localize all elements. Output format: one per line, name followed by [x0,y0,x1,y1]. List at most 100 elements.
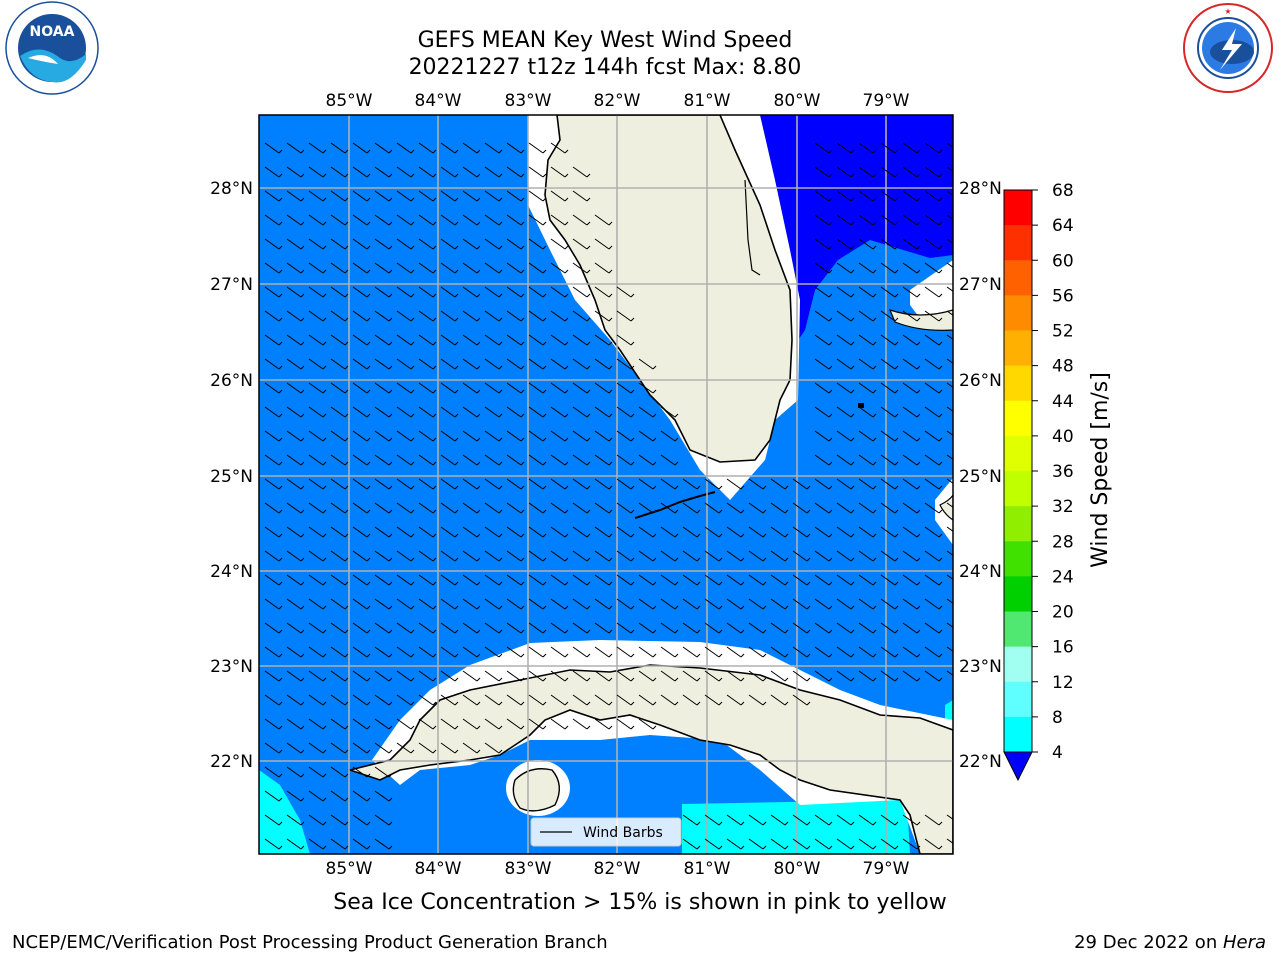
wind-barb [880,166,899,178]
wind-barb [484,262,503,274]
wind-barb [506,646,525,658]
wind-barb [946,286,953,292]
wind-barb [704,526,723,538]
wind-barb [264,718,283,730]
wind-barb [814,670,833,682]
wind-barb [550,142,569,154]
wind-barb [660,406,679,418]
wind-barb [264,262,283,274]
wind-barb [902,142,921,154]
florida-keys [634,491,716,519]
wind-barb [682,502,701,514]
wind-barb [638,526,657,538]
colorbar-bin [1004,260,1032,296]
wind-barb [506,406,525,418]
wind-barb [814,310,833,322]
wind-barb [814,358,833,370]
wind-barb [924,574,943,586]
wind-barb [594,502,613,514]
wind-barb [352,742,371,754]
wind-barb [528,574,547,586]
wind-barb [396,142,415,154]
wind-barb [352,286,371,298]
wind-barb [396,550,415,562]
colorbar-tick-label: 56 [1052,286,1074,306]
wind-barb [572,430,591,442]
svg-text:81°W: 81°W [684,91,731,111]
wind-barb [330,622,349,634]
colorbar-tick-label: 48 [1052,357,1074,377]
wind-barb [638,406,657,418]
wind-barb [902,310,921,322]
wind-barb [814,262,833,274]
wind-barb [286,598,305,610]
wind-barb [638,478,657,490]
wind-barb [440,598,459,610]
wind-barb [814,286,833,298]
wind-barb [550,166,569,178]
wind-barb [418,382,437,394]
wind-barb [814,334,833,346]
wind-barb [880,382,899,394]
wind-barb [946,454,953,460]
wind-barb [286,526,305,538]
wind-barb [858,406,877,418]
wind-barb [308,142,327,154]
wind-barb [792,814,811,826]
wind-barb [308,742,327,754]
wind-barb [528,598,547,610]
wind-barb [902,646,921,658]
wind-barb [880,670,899,682]
wind-barb [924,238,943,250]
wind-barb [770,550,789,562]
wind-barb [286,262,305,274]
wind-barb [484,574,503,586]
wind-barb [946,622,953,628]
wind-barb [616,718,635,730]
wind-barb [616,694,635,706]
wind-barb [682,550,701,562]
wind-barb [396,646,415,658]
wind-barb [440,286,459,298]
wind-barb [352,430,371,442]
wind-barb [880,214,899,226]
wind-barb [440,574,459,586]
wind-barb [352,502,371,514]
wind-barb [440,262,459,274]
wind-barb [616,406,635,418]
wind-barb [396,286,415,298]
wind-barb [946,142,953,148]
wind-barb [528,646,547,658]
wind-barb [330,574,349,586]
wind-barb [528,622,547,634]
wind-barb [924,598,943,610]
svg-text:23°N: 23°N [959,657,1002,677]
wind-barb [528,502,547,514]
wind-barb [462,142,481,154]
wind-barb [550,406,569,418]
wind-barb [880,286,899,298]
wind-barb [924,262,943,274]
wind-barb [352,454,371,466]
wind-barb [264,622,283,634]
wind-barb [572,646,591,658]
wind-barb [748,526,767,538]
wind-barb [858,838,877,850]
wind-barb [836,838,855,850]
colorbar-bin [1004,576,1032,612]
wind-barb [264,694,283,706]
wind-barb [836,478,855,490]
wind-barb [572,406,591,418]
wind-barb [924,838,943,850]
wind-barb [902,358,921,370]
wind-barb [594,238,613,250]
wind-barb [682,646,701,658]
wind-barb [902,454,921,466]
wind-barb [330,142,349,154]
wind-barb [418,598,437,610]
svg-text:28°N: 28°N [210,179,253,199]
wind-barb [770,646,789,658]
wind-barb [440,358,459,370]
colorbar-bin [1004,506,1032,542]
wind-barb [528,166,547,178]
